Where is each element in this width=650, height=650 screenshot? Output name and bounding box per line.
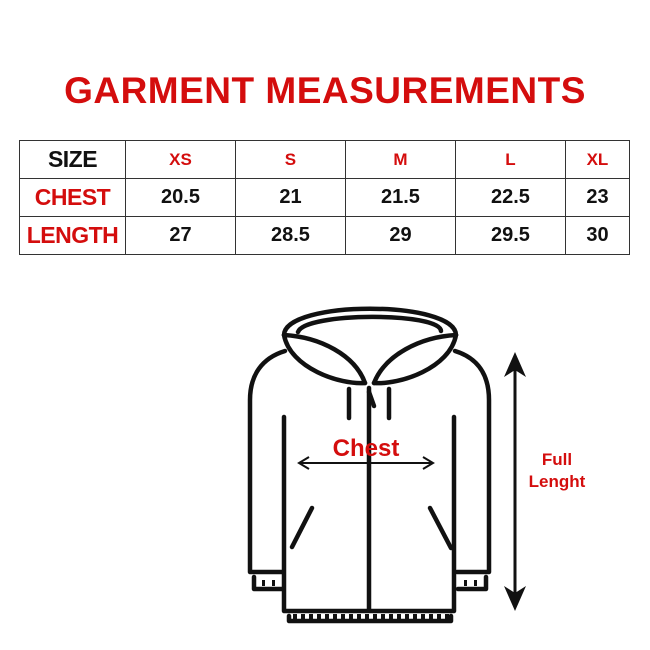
hem-rib [349,614,353,619]
table-cell: 28.5 [234,216,346,255]
hem-rib [405,614,409,619]
table-cell: 30 [564,216,631,255]
cuff-ribbing [262,580,477,586]
size-chart-table: SIZE XS S M L XL CHEST 20.5 21 21.5 22.5… [19,140,631,255]
hem-rib [429,614,433,619]
table-cell: 21.5 [344,178,456,217]
hood-icon [281,306,459,386]
hem-rib [365,614,369,619]
hem-rib [421,614,425,619]
page-title: GARMENT MEASUREMENTS [64,70,586,111]
hem-rib [357,614,361,619]
full-length-label-line1: Full [541,450,573,469]
hem-rib [413,614,417,619]
hem-rib [325,614,329,619]
hem-rib [389,614,393,619]
full-length-label-line2: Lenght [528,472,586,491]
hem-rib [293,614,297,619]
full-length-label: Full Lenght [517,449,597,493]
hem-rib [445,614,449,619]
hem-rib [309,614,313,619]
table-row: CHEST 20.5 21 21.5 22.5 23 [19,178,631,217]
table-cell: 23 [564,178,631,217]
header-cell: SIZE [19,140,126,179]
row-label: CHEST [19,178,126,217]
header-cell: L [454,140,566,179]
table-row: LENGTH 27 28.5 29 29.5 30 [19,216,631,255]
chest-label: Chest [332,435,400,462]
length-arrow-icon [504,352,526,611]
chest-arrow-icon [297,456,435,470]
table-cell: 22.5 [454,178,566,217]
hem-rib [317,614,321,619]
hoodie-body-icon [247,348,492,624]
hem-rib [373,614,377,619]
table-cell: 29.5 [454,216,566,255]
hem-ribbing [293,614,449,619]
hem-rib [381,614,385,619]
hem-rib [341,614,345,619]
row-label: LENGTH [19,216,126,255]
hem-rib [301,614,305,619]
hem-rib [397,614,401,619]
hem-rib [333,614,337,619]
header-cell: S [234,140,346,179]
table-cell: 27 [125,216,236,255]
hem-rib [437,614,441,619]
table-cell: 21 [234,178,346,217]
